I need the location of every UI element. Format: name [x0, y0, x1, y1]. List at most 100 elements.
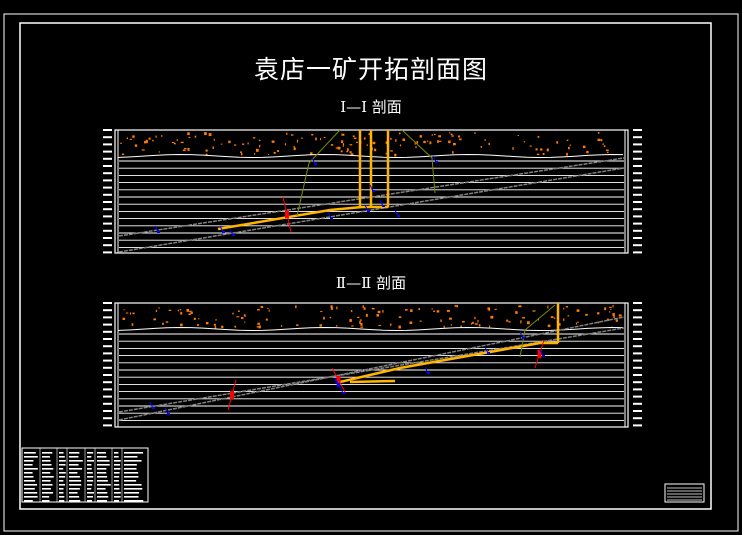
- topography-line: [118, 327, 624, 331]
- overburden-dot: [490, 315, 494, 319]
- legend-text: [69, 452, 80, 454]
- elevation-label-left: [103, 359, 112, 362]
- overburden-dot: [347, 148, 349, 152]
- legend-text: [59, 472, 66, 474]
- elevation-label-left: [103, 251, 112, 254]
- elevation-label-right: [633, 366, 642, 369]
- legend-text: [87, 492, 94, 494]
- overburden-dot: [284, 143, 287, 146]
- overburden-dot: [214, 326, 217, 330]
- elevation-label-left: [103, 237, 112, 239]
- overburden-dot: [438, 135, 442, 138]
- legend-text: [114, 496, 121, 498]
- overburden-dot: [450, 324, 453, 326]
- elevation-label-left: [103, 143, 112, 146]
- overburden-dot: [184, 148, 187, 150]
- legend-text: [24, 456, 38, 458]
- legend-text: [24, 492, 38, 494]
- overburden-dot: [582, 145, 586, 149]
- legend-text: [97, 484, 111, 486]
- overburden-dot: [529, 145, 532, 147]
- overburden-dot: [265, 318, 268, 321]
- overburden-dot: [330, 307, 333, 310]
- legend-text: [97, 500, 107, 502]
- elevation-label-right: [633, 201, 642, 203]
- overburden-dot: [431, 134, 433, 136]
- legend-text: [42, 476, 54, 478]
- elevation-label-right: [633, 381, 642, 384]
- elevation-label-right: [633, 251, 642, 254]
- overburden-dot: [215, 319, 217, 321]
- overburden-dot: [536, 153, 540, 156]
- elevation-label-left: [103, 417, 112, 420]
- overburden-dot: [526, 321, 530, 325]
- overburden-dot: [315, 137, 317, 141]
- overburden-dot: [360, 323, 363, 326]
- section-2-title: Ⅱ—Ⅱ 剖面: [335, 274, 407, 292]
- overburden-dot: [398, 316, 402, 319]
- overburden-dot: [213, 138, 215, 141]
- overburden-dot: [460, 325, 462, 328]
- legend-text: [69, 488, 80, 490]
- legend-text: [124, 456, 138, 458]
- drawing-title: 袁店一矿开拓剖面图: [253, 55, 488, 84]
- overburden-dot: [360, 326, 364, 328]
- elevation-label-left: [103, 193, 112, 196]
- legend-text: [114, 492, 121, 494]
- elevation-label-left: [103, 309, 112, 312]
- overburden-dot: [353, 137, 357, 140]
- fault-marker: [230, 391, 234, 399]
- overburden-dot: [260, 306, 264, 309]
- elevation-label-right: [633, 338, 642, 340]
- overburden-dot: [376, 314, 380, 317]
- overburden-dot: [129, 138, 132, 140]
- overburden-dot: [319, 138, 321, 141]
- legend-text: [59, 500, 65, 502]
- overburden-dot: [179, 309, 182, 311]
- overburden-dot: [193, 317, 196, 320]
- legend-text: [24, 480, 36, 482]
- overburden-dot: [398, 132, 401, 135]
- elevation-label-left: [103, 388, 112, 391]
- section-1-title: Ⅰ—Ⅰ 剖面: [340, 98, 402, 116]
- elevation-label-right: [633, 193, 642, 196]
- overburden-dot: [180, 311, 183, 315]
- borehole-marker: [397, 215, 400, 217]
- overburden-dot: [329, 316, 332, 319]
- overburden-dot: [155, 309, 158, 312]
- legend-text: [114, 476, 120, 478]
- overburden-dot: [565, 306, 569, 308]
- overburden-dot: [488, 142, 490, 146]
- elevation-label-left: [103, 410, 112, 412]
- legend-text: [114, 464, 121, 466]
- overburden-dot: [378, 324, 382, 326]
- overburden-dot: [569, 144, 571, 146]
- elevation-label-right: [633, 215, 642, 218]
- overburden-dot: [205, 321, 209, 325]
- elevation-label-left: [103, 424, 112, 427]
- overburden-dot: [419, 320, 422, 322]
- legend-text: [24, 460, 34, 462]
- borehole-marker: [367, 210, 370, 212]
- overburden-dot: [238, 310, 240, 312]
- overburden-dot: [330, 144, 334, 146]
- legend-text: [124, 476, 139, 478]
- borehole-marker: [427, 372, 430, 374]
- overburden-dot: [418, 307, 420, 311]
- overburden-dot: [234, 144, 237, 146]
- borehole-marker: [330, 217, 333, 219]
- elevation-label-left: [103, 150, 112, 153]
- elevation-label-left: [103, 402, 112, 405]
- legend-text: [124, 464, 137, 466]
- elevation-label-left: [103, 186, 112, 189]
- overburden-dot: [153, 318, 157, 321]
- title-block: [664, 483, 705, 503]
- legend-text: [24, 484, 38, 486]
- overburden-dot: [187, 132, 190, 136]
- overburden-dot: [342, 144, 344, 147]
- legend-text: [69, 468, 83, 470]
- elevation-label-right: [633, 172, 642, 175]
- overburden-dot: [242, 143, 245, 145]
- overburden-dot: [446, 309, 450, 312]
- overburden-dot: [568, 146, 570, 150]
